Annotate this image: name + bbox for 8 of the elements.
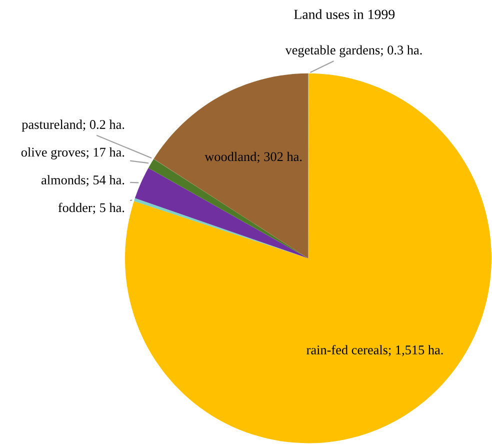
slice-label: vegetable gardens; 0.3 ha. [285, 45, 422, 58]
slice-label: rain-fed cereals; 1,515 ha. [306, 344, 443, 356]
slice-label: fodder; 5 ha. [58, 202, 124, 214]
slice-label: olive groves; 17 ha. [21, 147, 124, 160]
chart-title: Land uses in 1999 [294, 9, 395, 20]
slice-label: almonds; 54 ha. [42, 175, 124, 186]
slice-label: pastureland; 0.2 ha. [22, 120, 124, 132]
slice-label: woodland; 302 ha. [204, 152, 302, 164]
